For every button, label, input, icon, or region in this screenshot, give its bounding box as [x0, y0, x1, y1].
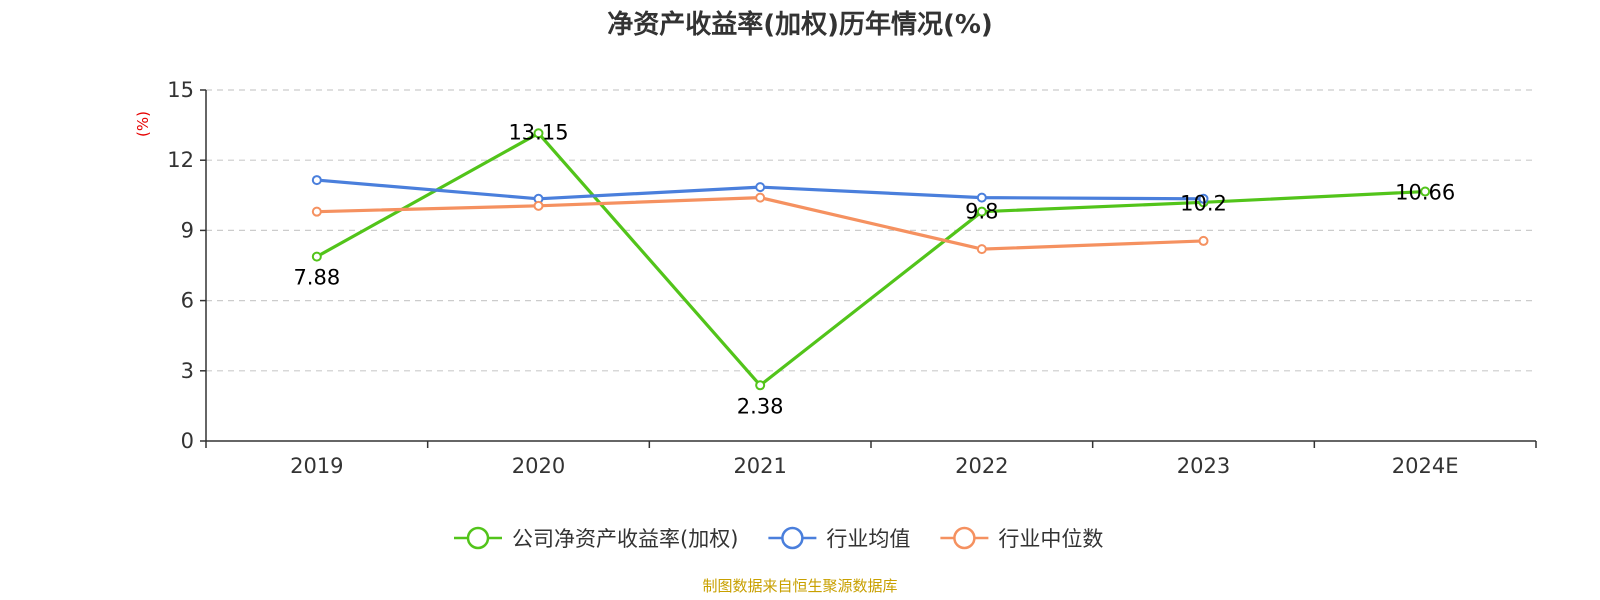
legend-marker-0 — [466, 526, 490, 550]
y-tick-label-4: 12 — [167, 148, 194, 172]
y-tick-label-0: 0 — [181, 429, 194, 453]
x-tick-label-1: 2020 — [512, 454, 565, 478]
chart-title: 净资产收益率(加权)历年情况(%) — [607, 9, 993, 40]
data-point-0-1[interactable] — [533, 128, 544, 139]
legend-marker-1 — [781, 526, 804, 550]
data-label-2: 2.38 — [737, 394, 784, 418]
series-lines — [311, 128, 1431, 391]
data-point-0-0[interactable] — [311, 251, 322, 262]
x-tick-label-0: 2019 — [290, 454, 343, 478]
legend-item-0[interactable]: 公司净资产收益率(加权) — [454, 526, 738, 551]
data-label-1: 13.15 — [508, 120, 568, 144]
x-tick-label-4: 2023 — [1177, 454, 1230, 478]
y-tick-label-3: 9 — [181, 218, 194, 242]
series-line-0 — [315, 131, 1427, 387]
series-0 — [311, 128, 1431, 391]
x-tick-label-5: 2024E — [1392, 454, 1459, 478]
legend-label-0: 公司净资产收益率(加权) — [512, 527, 738, 551]
series-2 — [311, 192, 1209, 255]
data-point-1-0[interactable] — [311, 175, 322, 186]
data-label-0: 7.88 — [293, 266, 340, 290]
data-label-3: 9.8 — [965, 200, 998, 224]
data-point-0-2[interactable] — [755, 380, 766, 391]
data-point-2-1[interactable] — [533, 200, 544, 211]
legend-label-1: 行业均值 — [826, 527, 910, 551]
y-tick-label-2: 6 — [181, 289, 194, 313]
y-axis-unit-label: (%) — [134, 111, 152, 137]
legend-label-2: 行业中位数 — [998, 527, 1103, 551]
data-label-5: 10.66 — [1395, 181, 1455, 205]
x-tick-label-2: 2021 — [733, 454, 786, 478]
gridlines — [206, 89, 1536, 372]
data-point-1-4[interactable] — [1198, 193, 1209, 204]
data-point-2-4[interactable] — [1198, 235, 1209, 246]
data-point-1-3[interactable] — [976, 192, 987, 203]
axes: 0 3 6 9 12 15 2019 2020 2021 2022 2023 2024E — [167, 78, 1537, 478]
data-point-2-3[interactable] — [976, 244, 987, 255]
series-1 — [311, 175, 1209, 204]
data-point-0-5[interactable] — [1420, 186, 1431, 197]
series-line-2 — [315, 196, 1206, 251]
data-point-0-3[interactable] — [976, 206, 987, 217]
data-point-2-0[interactable] — [311, 206, 322, 217]
legend-marker-2 — [953, 526, 976, 550]
data-label-4: 10.2 — [1180, 191, 1227, 215]
y-tick-label-1: 3 — [181, 359, 194, 383]
legend-item-2[interactable]: 行业中位数 — [940, 526, 1103, 551]
x-tick-label-3: 2022 — [955, 454, 1008, 478]
legend: 公司净资产收益率(加权) 行业均值 行业中位数 — [454, 526, 1103, 551]
y-tick-label-5: 15 — [167, 78, 194, 102]
data-labels: 7.88 13.15 2.38 9.8 10.2 10.66 — [293, 120, 1455, 418]
data-point-1-2[interactable] — [755, 182, 766, 193]
legend-item-1[interactable]: 行业均值 — [768, 526, 910, 551]
data-point-2-2[interactable] — [755, 192, 766, 203]
source-note: 制图数据来自恒生聚源数据库 — [702, 577, 897, 595]
